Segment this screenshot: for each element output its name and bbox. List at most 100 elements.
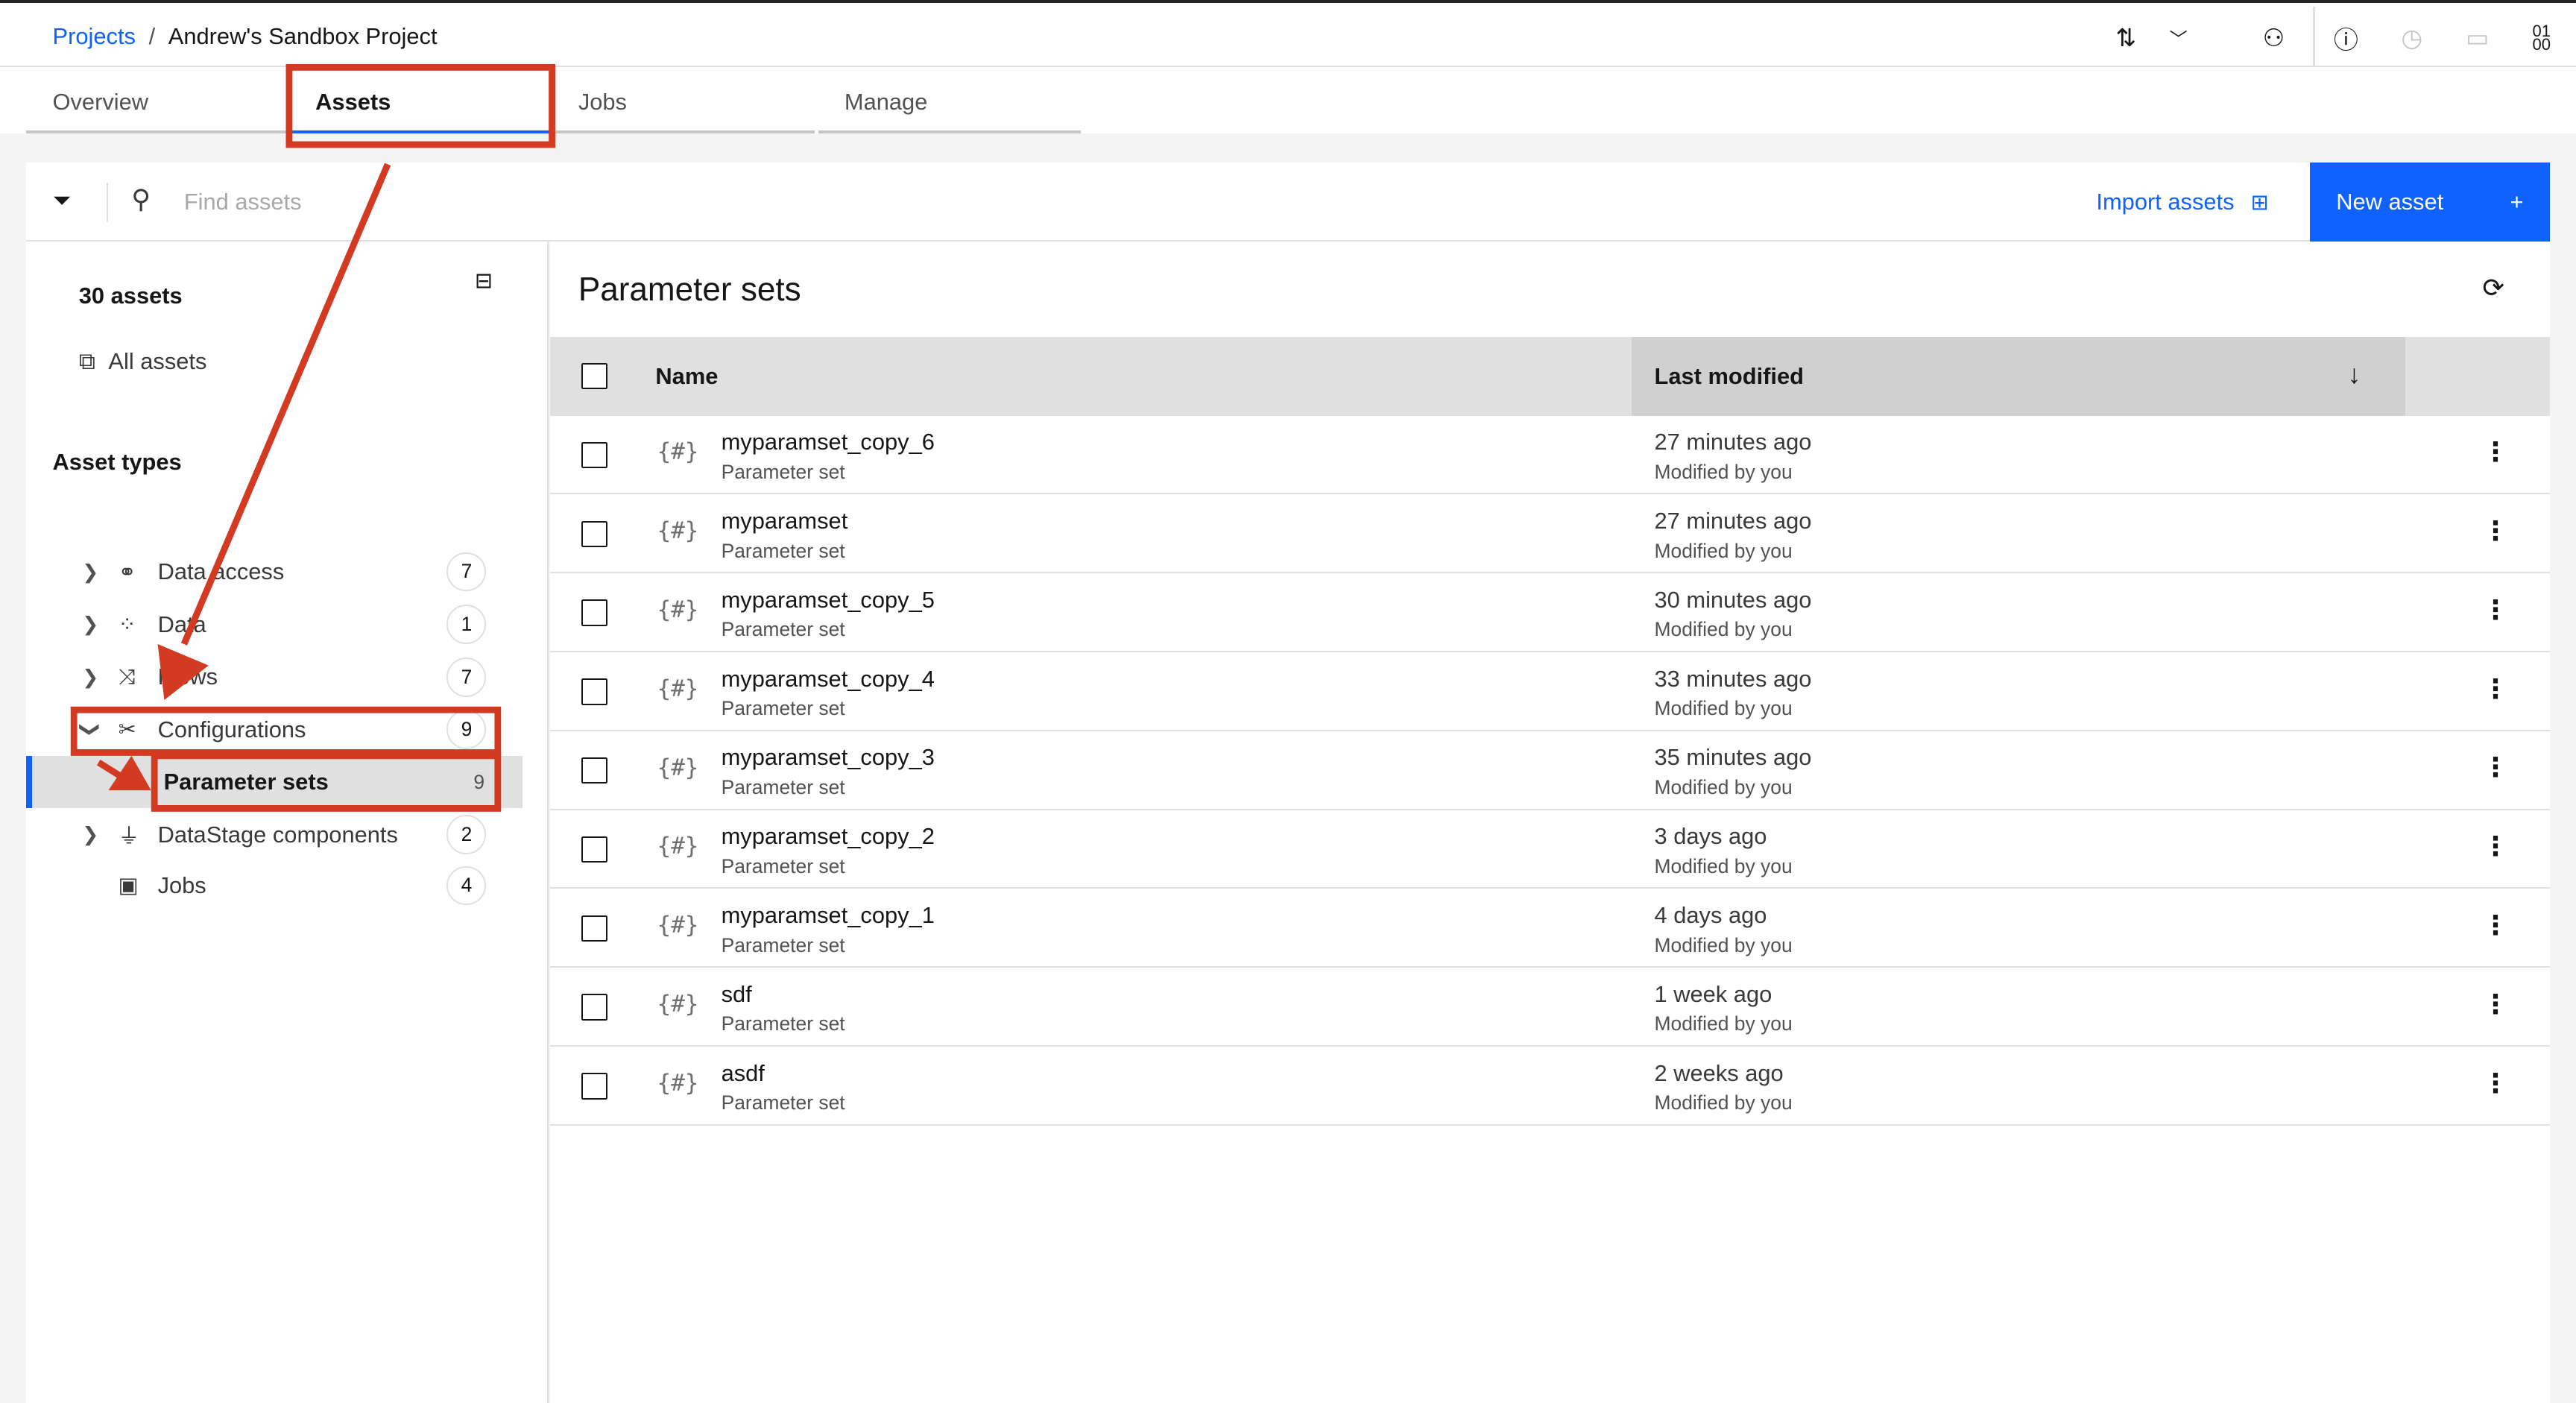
asset-type: Parameter set [721, 697, 845, 720]
table-row[interactable]: {#} myparamset Parameter set 27 minutes a… [550, 494, 2550, 574]
last-modified-cell: 30 minutes ago Modified by you [1655, 587, 1812, 642]
sidebar-item-jobs[interactable]: ▣ Jobs 4 [26, 860, 549, 912]
sidebar-item-parameter-sets[interactable]: Parameter sets 9 [26, 755, 523, 809]
asset-name-cell: sdf Parameter set [722, 981, 845, 1036]
sort-arrow-down-icon[interactable]: ↓ [2347, 359, 2361, 389]
modified-by: Modified by you [1654, 854, 1793, 877]
new-asset-button[interactable]: New asset + [2309, 163, 2550, 242]
modified-by: Modified by you [1654, 697, 1793, 720]
asset-name-link[interactable]: myparamset_copy_1 [721, 902, 935, 929]
row-checkbox[interactable] [581, 678, 608, 705]
refresh-icon[interactable]: ⟳ [2482, 273, 2504, 303]
overflow-menu-icon[interactable]: ⋮ [2482, 438, 2509, 467]
row-checkbox[interactable] [581, 441, 608, 469]
search-input[interactable]: Find assets [183, 189, 302, 215]
flows-icon: ⤨ [118, 664, 136, 689]
import-export-icon[interactable]: ⇅ [2115, 24, 2136, 52]
overflow-menu-icon[interactable]: ⋮ [2482, 911, 2509, 941]
collapse-panel-icon[interactable]: ⊟ [474, 269, 493, 294]
count-badge: 9 [473, 770, 485, 793]
history-icon[interactable]: ◷ [2401, 24, 2423, 52]
overflow-menu-icon[interactable]: ⋮ [2482, 674, 2509, 704]
tab-assets[interactable]: Assets [288, 67, 552, 133]
asset-types-heading: Asset types [52, 448, 182, 475]
new-asset-label: New asset [2336, 189, 2444, 215]
asset-name-link[interactable]: myparamset_copy_4 [721, 665, 935, 692]
row-checkbox[interactable] [581, 915, 608, 942]
sidebar-item-data-access[interactable]: ❯ ⚭ Data access 7 [26, 546, 549, 599]
select-all-checkbox[interactable] [581, 363, 608, 390]
table-row[interactable]: {#} asdf Parameter set 2 weeks ago Modifie… [550, 1047, 2550, 1126]
asset-type: Parameter set [721, 776, 845, 799]
data-icon: ⁘ [118, 613, 136, 637]
info-icon[interactable]: ⓘ [2333, 26, 2358, 54]
tab-bar: Overview Assets Jobs Manage [0, 67, 2576, 133]
asset-name-link[interactable]: myparamset_copy_6 [721, 429, 935, 455]
jobs-icon: ▣ [118, 874, 139, 898]
modified-by: Modified by you [1654, 539, 1793, 562]
breadcrumb-current: Andrew's Sandbox Project [168, 22, 438, 49]
count-badge: 7 [446, 657, 487, 697]
table-row[interactable]: {#} myparamset_copy_1 Parameter set 4 day… [550, 889, 2550, 968]
chevron-down-icon[interactable]: ﹀ [2169, 30, 2188, 51]
overflow-menu-icon[interactable]: ⋮ [2482, 989, 2509, 1019]
row-checkbox[interactable] [581, 994, 608, 1021]
table-row[interactable]: {#} myparamset_copy_6 Parameter set 27 mi… [550, 416, 2550, 495]
tab-jobs[interactable]: Jobs [552, 67, 815, 133]
table-row[interactable]: {#} myparamset_copy_5 Parameter set 30 mi… [550, 573, 2550, 652]
sidebar-item-configurations[interactable]: ❯ ✂ Configurations 9 [26, 703, 549, 756]
filter-icon[interactable]: ⏷ [52, 187, 72, 214]
modified-time: 2 weeks ago [1654, 1059, 1784, 1086]
comment-icon[interactable]: ▭ [2466, 24, 2490, 52]
modified-time: 27 minutes ago [1654, 429, 1812, 455]
row-checkbox[interactable] [581, 599, 608, 626]
modified-time: 33 minutes ago [1654, 665, 1812, 692]
asset-type: Parameter set [721, 854, 845, 877]
overflow-menu-icon[interactable]: ⋮ [2482, 517, 2509, 546]
data-access-icon: ⚭ [118, 560, 136, 584]
asset-name-link[interactable]: myparamset_copy_5 [721, 586, 935, 613]
add-collaborator-icon[interactable]: ⚇ [2262, 24, 2285, 52]
asset-name-cell: asdf Parameter set [722, 1060, 845, 1115]
column-header-name[interactable]: Name [655, 363, 719, 390]
row-checkbox[interactable] [581, 1073, 608, 1100]
import-assets-button[interactable]: Import assets ⊞ [2096, 189, 2268, 215]
tab-manage[interactable]: Manage [818, 67, 1082, 133]
parameter-set-icon: {#} [657, 1069, 699, 1097]
table-row[interactable]: {#} myparamset_copy_2 Parameter set 3 day… [550, 810, 2550, 889]
apps-icon[interactable]: 01 00 [2532, 22, 2551, 54]
table-row[interactable]: {#} sdf Parameter set 1 week ago Modified … [550, 968, 2550, 1047]
row-checkbox[interactable] [581, 520, 608, 547]
all-assets-link[interactable]: ⧉ All assets [79, 348, 207, 376]
annotation-arrow-small-head [108, 755, 151, 791]
import-icon: ⊞ [2250, 190, 2269, 215]
asset-name-link[interactable]: sdf [721, 980, 752, 1007]
overflow-menu-icon[interactable]: ⋮ [2482, 1068, 2509, 1098]
asset-name-cell: myparamset_copy_6 Parameter set [722, 429, 935, 484]
row-checkbox[interactable] [581, 836, 608, 863]
tab-overview[interactable]: Overview [26, 67, 289, 133]
parameter-set-icon: {#} [657, 517, 699, 545]
last-modified-cell: 2 weeks ago Modified by you [1655, 1060, 1793, 1115]
asset-name-link[interactable]: myparamset_copy_3 [721, 744, 935, 771]
asset-name-link[interactable]: myparamset_copy_2 [721, 823, 935, 850]
overflow-menu-icon[interactable]: ⋮ [2482, 595, 2509, 625]
breadcrumb-separator: / [148, 22, 156, 49]
row-checkbox[interactable] [581, 757, 608, 784]
column-header-last-modified[interactable]: Last modified ↓ [1631, 336, 2405, 416]
parameter-set-icon: {#} [657, 754, 699, 781]
table-row[interactable]: {#} myparamset_copy_3 Parameter set 35 mi… [550, 731, 2550, 810]
asset-name-link[interactable]: asdf [721, 1059, 765, 1086]
window-top-bar [0, 0, 2576, 4]
last-modified-cell: 3 days ago Modified by you [1655, 823, 1793, 878]
breadcrumb-projects-link[interactable]: Projects [52, 22, 136, 49]
sidebar-item-datastage-components[interactable]: ❯ ⏚ DataStage components 2 [26, 808, 549, 861]
overflow-menu-icon[interactable]: ⋮ [2482, 753, 2509, 783]
asset-type: Parameter set [721, 539, 845, 562]
overflow-menu-icon[interactable]: ⋮ [2482, 832, 2509, 862]
asset-name-link[interactable]: myparamset [721, 508, 848, 535]
modified-by: Modified by you [1654, 460, 1793, 483]
asset-toolbar: ⏷ ⚲ Find assets Import assets ⊞ New asset… [26, 163, 2550, 242]
table-row[interactable]: {#} myparamset_copy_4 Parameter set 33 mi… [550, 652, 2550, 731]
toolbar-divider [107, 182, 109, 222]
